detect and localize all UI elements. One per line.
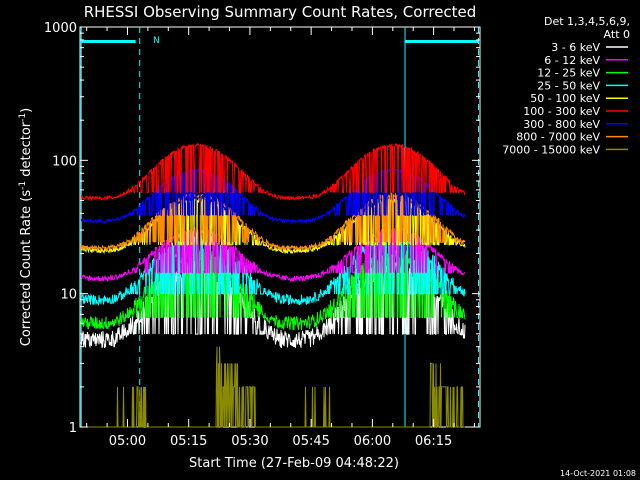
legend-label: 7000 - 15000 keV: [502, 143, 600, 156]
y-tick-label: 1: [69, 421, 77, 436]
y-tick-label: 100: [52, 154, 77, 169]
legend-label: 6 - 12 keV: [544, 54, 600, 67]
annotation-layer: [80, 27, 480, 427]
y-tick-label: 1000: [44, 21, 77, 36]
y-label-sup-2: -1: [18, 113, 28, 122]
x-tick-label: 05:45: [292, 434, 329, 449]
x-axis: 05:00 05:15 05:30 05:45 06:00 06:15: [86, 27, 475, 449]
series-line-6: [80, 166, 466, 225]
x-tick-label: 05:00: [109, 434, 146, 449]
series-line-8: [81, 346, 465, 428]
y-axis-label: Corrected Count Rate (s-1 detector-1): [18, 108, 34, 346]
night-interval-bar: [405, 40, 479, 43]
y-label-sup-1: -1: [18, 181, 28, 190]
y-axis: 1 10 100 1000: [44, 21, 480, 436]
night-interval-bar: [80, 40, 136, 43]
x-tick-label: 05:30: [231, 434, 268, 449]
legend-header-line-2: Att 0: [604, 28, 630, 41]
x-axis-label: Start Time (27-Feb-09 04:48:22): [189, 456, 399, 471]
legend-label: 12 - 25 keV: [537, 67, 600, 80]
legend-label: 50 - 100 keV: [530, 92, 600, 105]
timestamp: 14-Oct-2021 01:08: [560, 469, 636, 478]
legend-label: 300 - 800 keV: [523, 118, 600, 131]
legend-label: 3 - 6 keV: [551, 41, 600, 54]
series-line-7: [80, 191, 466, 252]
x-tick-label: 05:15: [170, 434, 207, 449]
x-tick-label: 06:15: [415, 434, 452, 449]
y-label-part-1: Corrected Count Rate (s: [19, 190, 34, 347]
series-line-5: [80, 142, 466, 202]
y-label-part-2: detector: [19, 121, 34, 181]
legend-label: 800 - 7000 keV: [516, 131, 600, 144]
y-label-part-3: ): [19, 108, 34, 113]
series-layer: [80, 142, 466, 428]
chart-title: RHESSI Observing Summary Count Rates, Co…: [84, 3, 477, 21]
y-tick-label: 10: [60, 288, 77, 303]
x-tick-label: 06:00: [354, 434, 391, 449]
legend-label: 25 - 50 keV: [537, 79, 600, 92]
legend-header-line-1: Det 1,3,4,5,6,9,: [544, 15, 630, 28]
saa-marker-label: N: [153, 36, 160, 46]
legend-label: 100 - 300 keV: [523, 105, 600, 118]
